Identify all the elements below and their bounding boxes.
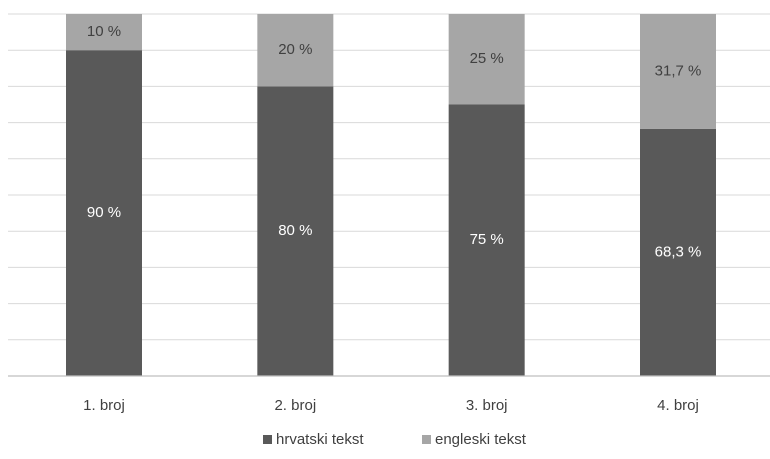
legend-swatch xyxy=(263,435,272,444)
bar-segment-hrvatski xyxy=(640,128,716,376)
bars: 90 % 10 % 80 % 20 % 75 % 25 % 68,3 % 31,7 % xyxy=(66,14,716,377)
x-tick-label: 4. broj xyxy=(657,397,699,414)
legend-label: engleski tekst xyxy=(435,431,527,448)
data-label: 68,3 % xyxy=(655,243,702,260)
x-tick-label: 2. broj xyxy=(274,397,316,414)
data-label: 20 % xyxy=(278,41,312,58)
bar-segment-engleski xyxy=(640,14,716,129)
bar-segment-hrvatski xyxy=(257,86,334,377)
bar-segment-engleski xyxy=(448,14,525,105)
x-tick-label: 1. broj xyxy=(83,397,125,414)
x-tick-label: 3. broj xyxy=(466,397,508,414)
data-label: 31,7 % xyxy=(655,62,702,79)
data-label: 25 % xyxy=(470,50,504,67)
legend-swatch xyxy=(422,435,431,444)
data-label: 80 % xyxy=(278,222,312,239)
bar-segment-engleski xyxy=(66,14,142,51)
data-label: 75 % xyxy=(470,231,504,248)
x-tick-labels: 1. broj 2. broj 3. broj 4. broj xyxy=(83,397,699,414)
bar-segment-hrvatski xyxy=(448,104,525,376)
data-label: 90 % xyxy=(87,204,121,221)
legend-label: hrvatski tekst xyxy=(276,431,364,448)
data-label: 10 % xyxy=(87,23,121,40)
bar-segment-engleski xyxy=(257,14,334,87)
bar-segment-hrvatski xyxy=(66,50,142,376)
legend: hrvatski tekst engleski tekst xyxy=(263,431,527,448)
